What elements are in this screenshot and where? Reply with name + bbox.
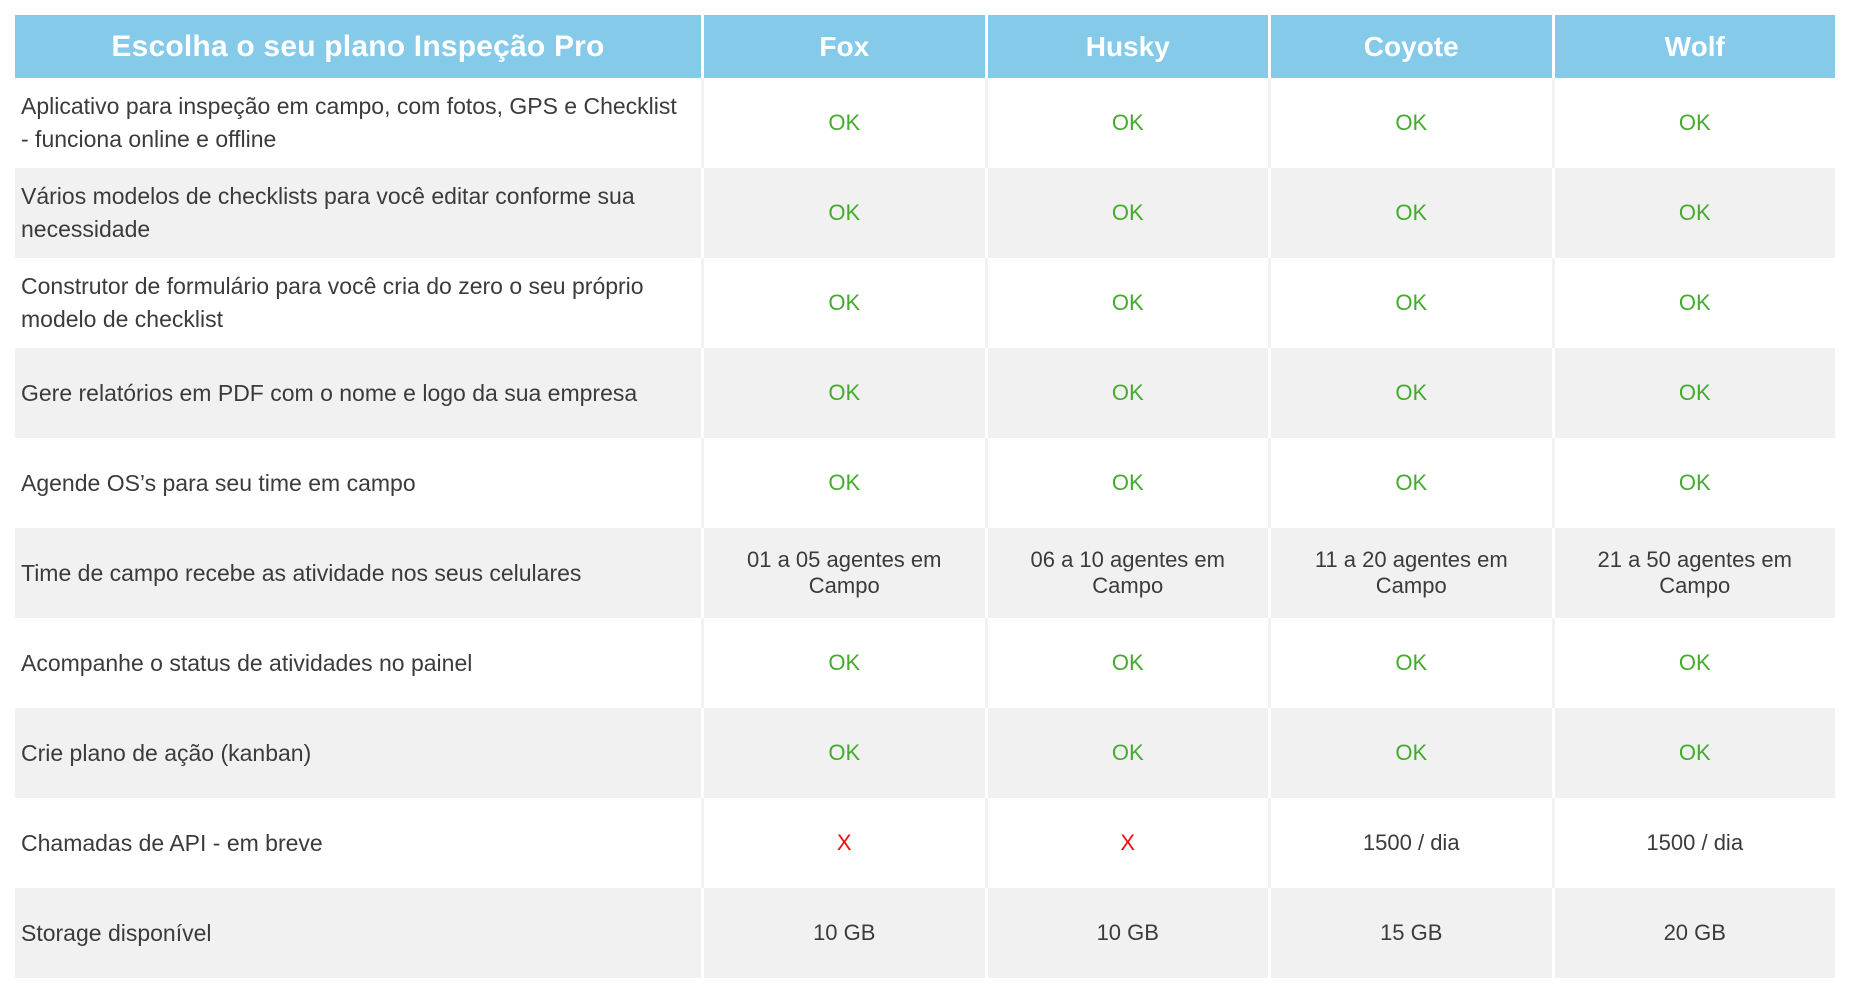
ok-mark: OK (1268, 258, 1552, 348)
table-row: Gere relatórios em PDF com o nome e logo… (15, 348, 1835, 438)
ok-mark: OK (701, 348, 985, 438)
plan-value: 10 GB (701, 888, 985, 978)
table-row: Crie plano de ação (kanban) OK OK OK OK (15, 708, 1835, 798)
feature-label: Aplicativo para inspeção em campo, com f… (21, 93, 677, 152)
plan-value: 15 GB (1268, 888, 1552, 978)
plan-value: 10 GB (984, 888, 1269, 978)
plan-header-wolf: Wolf (1551, 15, 1835, 78)
ok-mark: OK (701, 78, 985, 168)
ok-mark: OK (1268, 708, 1552, 798)
ok-mark: OK (984, 708, 1269, 798)
plan-header-husky: Husky (984, 15, 1268, 78)
plan-header-coyote: Coyote (1268, 15, 1552, 78)
feature-label: Vários modelos de checklists para você e… (21, 183, 635, 242)
table-row: Vários modelos de checklists para você e… (15, 168, 1835, 258)
table-row: Agende OS’s para seu time em campo OK OK O… (15, 438, 1835, 528)
ok-mark: OK (1551, 168, 1836, 258)
feature-label: Time de campo recebe as atividade nos se… (21, 559, 582, 586)
ok-mark: OK (984, 348, 1269, 438)
ok-mark: OK (1268, 348, 1552, 438)
ok-mark: OK (1268, 618, 1552, 708)
plan-value: 06 a 10 agentes em Campo (984, 528, 1269, 618)
ok-mark: OK (701, 438, 985, 528)
ok-mark: OK (984, 78, 1269, 168)
ok-mark: OK (1268, 78, 1552, 168)
table-row: Storage disponível 10 GB 10 GB 15 GB 20 GB (15, 888, 1835, 978)
plan-value: 1500 / dia (1551, 798, 1836, 888)
ok-mark: OK (1268, 438, 1552, 528)
feature-label: Construtor de formulário para você cria … (21, 273, 644, 332)
ok-mark: OK (1551, 708, 1836, 798)
ok-mark: OK (984, 258, 1269, 348)
table-row: Chamadas de API - em breve X X 1500 / dia 1… (15, 798, 1835, 888)
feature-label: Agende OS’s para seu time em campo (21, 469, 416, 496)
ok-mark: OK (701, 168, 985, 258)
ok-mark: OK (1551, 438, 1836, 528)
ok-mark: OK (984, 438, 1269, 528)
ok-mark: OK (701, 708, 985, 798)
plan-comparison-table: Escolha o seu plano Inspeção Pro Fox Husk… (15, 15, 1835, 978)
feature-label: Gere relatórios em PDF com o nome e logo… (21, 379, 638, 406)
table-header-row: Escolha o seu plano Inspeção Pro Fox Husk… (15, 15, 1835, 78)
ok-mark: OK (984, 168, 1269, 258)
feature-label: Acompanhe o status de atividades no pain… (21, 649, 473, 676)
ok-mark: OK (1551, 258, 1836, 348)
table-row: Acompanhe o status de atividades no pain… (15, 618, 1835, 708)
plan-value: 1500 / dia (1268, 798, 1552, 888)
table-title: Escolha o seu plano Inspeção Pro (15, 15, 701, 78)
x-mark: X (701, 798, 985, 888)
ok-mark: OK (1551, 78, 1836, 168)
ok-mark: OK (1551, 618, 1836, 708)
plan-value: 11 a 20 agentes em Campo (1268, 528, 1552, 618)
feature-label: Storage disponível (21, 919, 212, 946)
ok-mark: OK (701, 258, 985, 348)
ok-mark: OK (984, 618, 1269, 708)
x-mark: X (984, 798, 1269, 888)
plan-value: 21 a 50 agentes em Campo (1551, 528, 1836, 618)
ok-mark: OK (1268, 168, 1552, 258)
feature-label: Chamadas de API - em breve (21, 829, 323, 856)
plan-value: 01 a 05 agentes em Campo (701, 528, 985, 618)
table-row: Construtor de formulário para você cria … (15, 258, 1835, 348)
ok-mark: OK (1551, 348, 1836, 438)
plan-header-fox: Fox (701, 15, 985, 78)
table-row: Aplicativo para inspeção em campo, com f… (15, 78, 1835, 168)
table-body: Aplicativo para inspeção em campo, com f… (15, 78, 1835, 978)
plan-value: 20 GB (1551, 888, 1836, 978)
table-row: Time de campo recebe as atividade nos se… (15, 528, 1835, 618)
feature-label: Crie plano de ação (kanban) (21, 739, 312, 766)
ok-mark: OK (701, 618, 985, 708)
